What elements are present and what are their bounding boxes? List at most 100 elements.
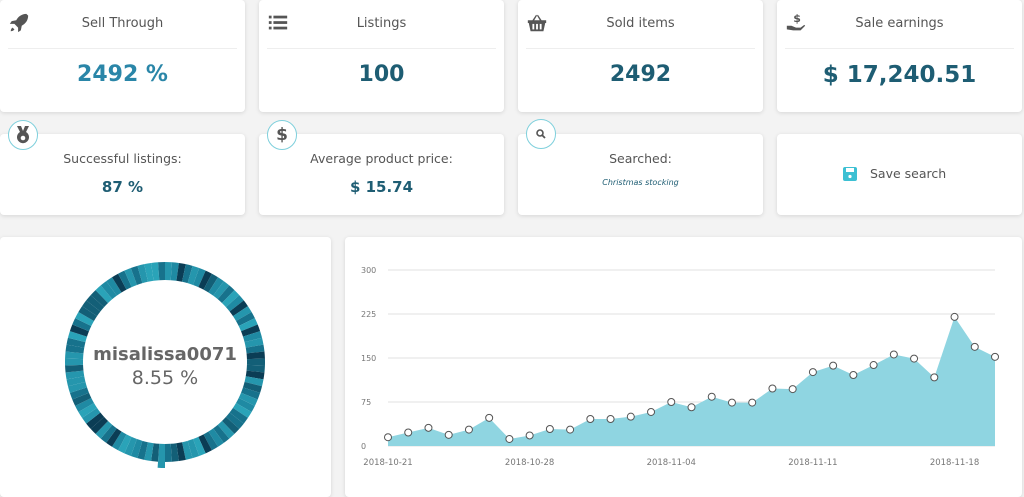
donut-segment[interactable]: [225, 412, 244, 429]
donut-segment[interactable]: [232, 306, 252, 321]
data-point[interactable]: [444, 430, 453, 439]
data-point[interactable]: [687, 403, 696, 412]
donut-segment[interactable]: [100, 424, 117, 443]
donut-segment[interactable]: [241, 387, 261, 400]
donut-segment[interactable]: [95, 420, 113, 439]
donut-segment[interactable]: [112, 431, 127, 451]
data-point[interactable]: [930, 373, 939, 382]
donut-segment[interactable]: [208, 277, 224, 296]
donut-segment[interactable]: [208, 428, 224, 447]
donut-segment[interactable]: [67, 381, 88, 393]
donut-segment[interactable]: [187, 439, 200, 459]
donut-segment[interactable]: [221, 416, 240, 434]
donut-segment[interactable]: [118, 270, 132, 290]
donut-segment[interactable]: [100, 281, 117, 300]
donut-segment[interactable]: [242, 331, 263, 343]
donut-segment[interactable]: [221, 290, 240, 308]
donut-segment[interactable]: [176, 262, 186, 282]
donut-segment[interactable]: [67, 331, 88, 343]
data-point[interactable]: [566, 425, 575, 434]
data-point[interactable]: [970, 342, 979, 351]
donut-segment[interactable]: [69, 324, 89, 337]
donut-segment[interactable]: [245, 370, 265, 380]
data-point[interactable]: [889, 350, 898, 359]
donut-segment[interactable]: [124, 436, 137, 456]
data-point[interactable]: [404, 428, 413, 437]
data-point[interactable]: [424, 423, 433, 432]
donut-segment[interactable]: [65, 351, 84, 360]
donut-segment[interactable]: [229, 407, 248, 424]
donut-segment[interactable]: [213, 424, 230, 443]
donut-segment[interactable]: [137, 440, 148, 460]
donut-segment[interactable]: [203, 431, 218, 451]
donut-segment[interactable]: [78, 306, 98, 321]
data-point[interactable]: [606, 415, 615, 424]
data-point[interactable]: [950, 312, 959, 321]
donut-segment[interactable]: [170, 262, 179, 281]
data-point[interactable]: [707, 392, 716, 401]
donut-segment[interactable]: [65, 344, 85, 354]
donut-segment[interactable]: [244, 376, 264, 387]
donut-segment[interactable]: [65, 358, 84, 366]
donut-segment[interactable]: [144, 262, 154, 282]
donut-segment[interactable]: [193, 436, 206, 456]
data-point[interactable]: [869, 361, 878, 370]
donut-segment[interactable]: [82, 407, 101, 424]
donut-segment[interactable]: [229, 300, 248, 317]
data-point[interactable]: [808, 368, 817, 377]
donut-segment-highlighted[interactable]: [157, 443, 165, 468]
donut-segment[interactable]: [246, 364, 265, 373]
donut-segment[interactable]: [106, 277, 122, 296]
donut-segment[interactable]: [182, 440, 193, 460]
donut-segment[interactable]: [198, 270, 212, 290]
donut-segment[interactable]: [66, 337, 86, 348]
data-point[interactable]: [991, 352, 999, 361]
donut-segment[interactable]: [213, 281, 230, 300]
donut-segment[interactable]: [90, 290, 109, 308]
save-search-button[interactable]: Save search: [777, 134, 1022, 215]
data-point[interactable]: [727, 398, 736, 407]
donut-segment[interactable]: [198, 434, 212, 454]
donut-segment[interactable]: [112, 273, 127, 293]
donut-segment[interactable]: [72, 392, 92, 406]
donut-segment[interactable]: [182, 264, 193, 284]
donut-segment[interactable]: [158, 262, 165, 281]
donut-segment[interactable]: [130, 439, 143, 459]
donut-segment[interactable]: [106, 428, 122, 447]
donut-segment[interactable]: [165, 443, 172, 462]
donut-segment[interactable]: [90, 416, 109, 434]
data-point[interactable]: [667, 398, 676, 406]
donut-segment[interactable]: [245, 344, 265, 354]
donut-segment[interactable]: [246, 358, 265, 366]
donut-segment[interactable]: [130, 265, 143, 285]
donut-segment[interactable]: [244, 337, 264, 348]
donut-segment[interactable]: [246, 351, 265, 360]
donut-segment[interactable]: [242, 381, 263, 393]
donut-segment[interactable]: [118, 434, 132, 454]
donut-segment[interactable]: [217, 285, 235, 304]
data-point[interactable]: [910, 354, 919, 363]
data-point[interactable]: [464, 425, 473, 434]
donut-segment[interactable]: [86, 295, 105, 312]
donut-segment[interactable]: [203, 273, 218, 293]
data-point[interactable]: [545, 424, 554, 433]
donut-segment[interactable]: [144, 442, 154, 462]
data-point[interactable]: [748, 398, 757, 407]
data-point[interactable]: [626, 412, 635, 421]
donut-segment[interactable]: [65, 370, 85, 380]
donut-segment[interactable]: [75, 397, 94, 412]
donut-segment[interactable]: [69, 387, 89, 400]
donut-segment[interactable]: [65, 364, 84, 373]
donut-segment[interactable]: [236, 312, 255, 327]
donut-segment[interactable]: [238, 392, 258, 406]
donut-segment[interactable]: [137, 264, 148, 284]
data-point[interactable]: [525, 431, 534, 440]
data-point[interactable]: [586, 415, 595, 424]
data-point[interactable]: [849, 371, 858, 380]
donut-segment[interactable]: [95, 285, 113, 304]
donut-segment[interactable]: [236, 397, 255, 412]
donut-segment[interactable]: [72, 318, 92, 332]
donut-segment[interactable]: [238, 318, 258, 332]
data-point[interactable]: [647, 407, 656, 416]
donut-segment[interactable]: [151, 262, 160, 281]
